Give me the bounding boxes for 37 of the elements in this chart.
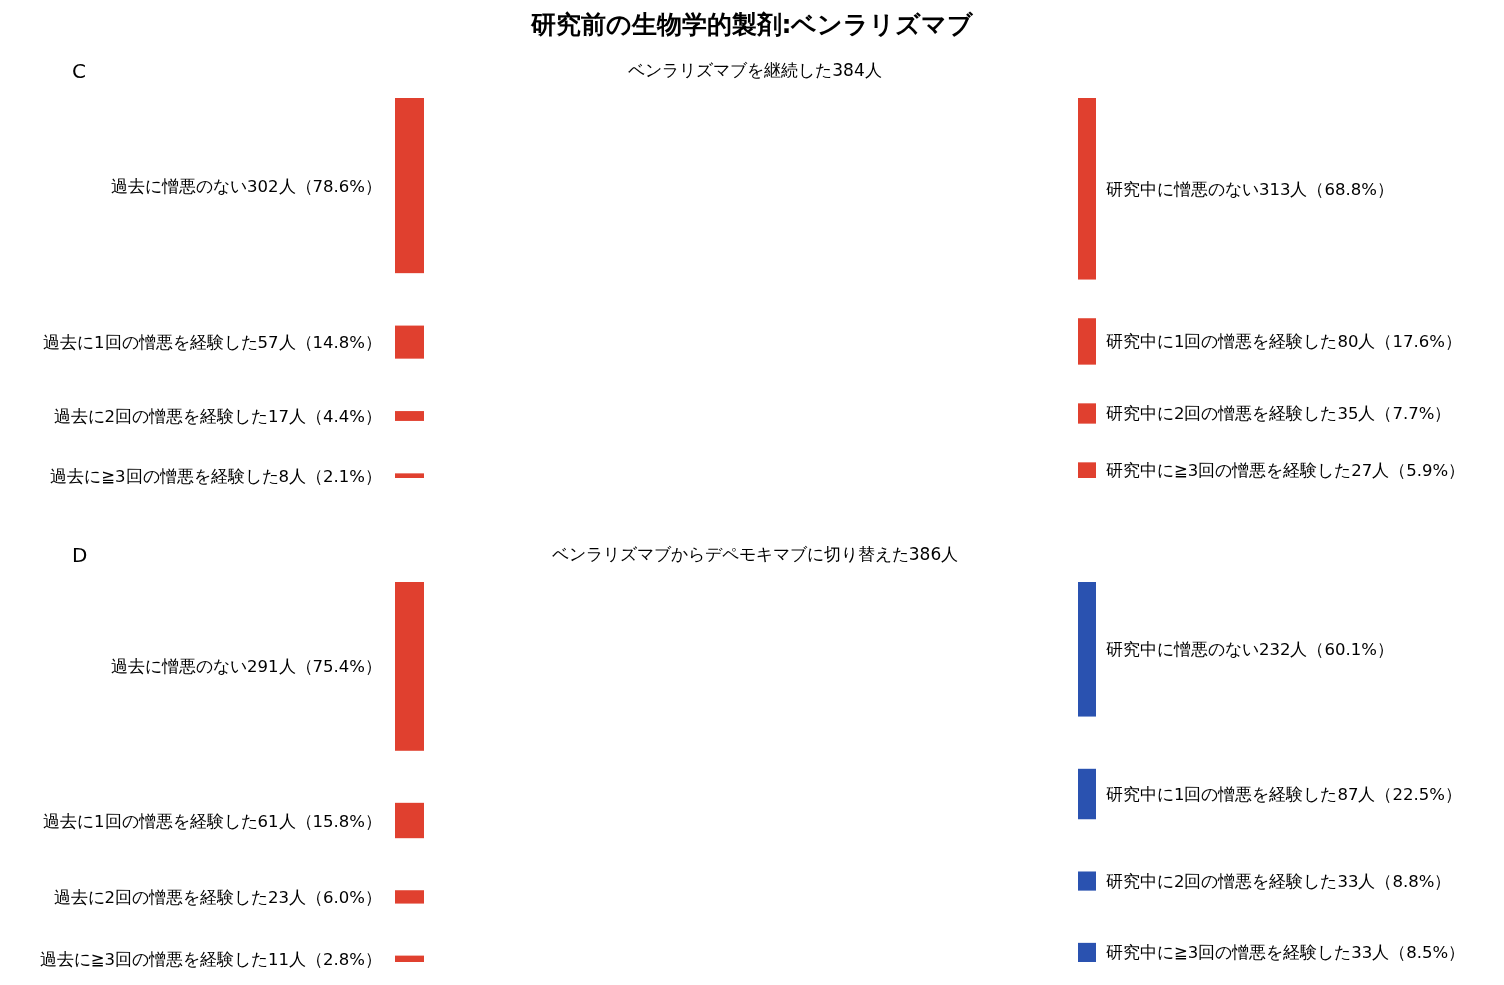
text: ベンラリズマブを継続した384人: [628, 60, 882, 80]
category-label: 研究中に1回の憎悪を経験した: [1106, 332, 1338, 352]
category-label: 過去に憎悪のない: [111, 176, 248, 196]
data-label: 291人（75.4%）: [247, 657, 382, 677]
text: 研究前の生物学的製剤:ベンラリズマブ: [529, 10, 975, 39]
category-label: 過去に≧3回の憎悪を経験した: [39, 949, 269, 969]
text: ベンラリズマブからデペモキマブに切り替えた386人: [551, 544, 959, 564]
category-label: 過去に2回の憎悪を経験した: [53, 407, 269, 426]
category-label: 過去に1回の憎悪を経験した: [43, 811, 258, 831]
category-label: 過去に1回の憎悪を経験した: [43, 333, 258, 353]
category-label: 過去に≧3回の憎悪を経験した: [50, 466, 279, 486]
category-label: 研究中に1回の憎悪を経験した: [1106, 785, 1338, 805]
data-label: 302人（78.6%）: [247, 176, 382, 196]
data-label: 61人（15.8%）: [257, 811, 382, 831]
category-label: 研究中に2回の憎悪を経験した: [1106, 872, 1338, 892]
data-label: 33人（8.5%）: [1351, 943, 1466, 963]
data-label: 8人（2.1%）: [278, 466, 382, 486]
data-label: 80人（17.6%）: [1337, 332, 1462, 352]
text: C: [72, 59, 86, 83]
data-label: 27人（5.9%）: [1351, 461, 1466, 481]
data-label: 33人（8.8%）: [1337, 872, 1452, 892]
data-label: 313人（68.8%）: [1259, 179, 1394, 199]
category-label: 研究中に憎悪のない: [1106, 640, 1259, 660]
data-label: 35人（7.7%）: [1337, 404, 1452, 424]
data-label: 23人（6.0%）: [268, 887, 382, 907]
category-label: 研究中に≧3回の憎悪を経験した: [1106, 943, 1352, 963]
data-label: 57人（14.8%）: [257, 333, 382, 353]
category-label: 過去に憎悪のない: [111, 657, 248, 677]
data-label: 11人（2.8%）: [268, 949, 382, 969]
category-label: 研究中に2回の憎悪を経験した: [1106, 404, 1338, 424]
text: D: [72, 543, 88, 567]
data-label: 17人（4.4%）: [268, 407, 382, 426]
data-label: 232人（60.1%）: [1259, 640, 1394, 660]
category-label: 研究中に憎悪のない: [1106, 179, 1259, 199]
data-label: 87人（22.5%）: [1337, 785, 1462, 805]
category-label: 研究中に≧3回の憎悪を経験した: [1106, 461, 1352, 481]
category-label: 過去に2回の憎悪を経験した: [53, 887, 269, 907]
